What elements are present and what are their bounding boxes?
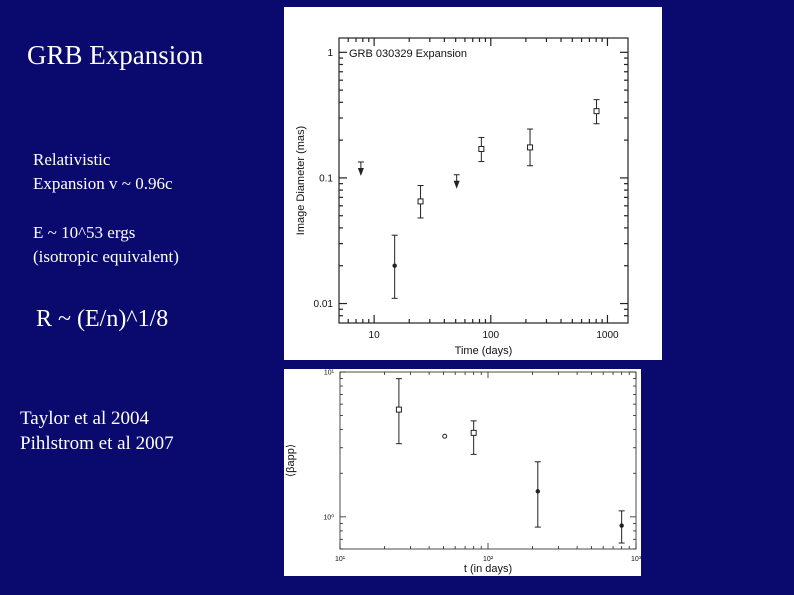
y-axis-label: Image Diameter (mas) (295, 126, 307, 235)
beta-app-plot-panel: 10¹ 10² 10³ 10⁰ 10¹ t (in days) ⟨βapp⟩ (284, 369, 641, 576)
bullet1-line1: Relativistic (33, 150, 111, 169)
plot-frame (338, 37, 629, 324)
data-point (535, 489, 540, 494)
x-tick-label: 10³ (631, 556, 641, 563)
expansion-velocity-text: Relativistic Expansion v ~ 0.96c (33, 148, 173, 196)
bullet2-line2: (isotropic equivalent) (33, 247, 179, 266)
data-point (593, 108, 600, 115)
data-point (417, 198, 424, 205)
x-axis-label: Time (days) (455, 345, 513, 357)
expansion-plot: 10 100 1000 0.01 0.1 1 Time (days) Image Diamet… (295, 37, 629, 357)
y-axis-label: ⟨βapp⟩ (285, 444, 297, 477)
plot-frame (339, 371, 637, 550)
x-tick-label: 10 (369, 330, 381, 341)
y-tick-label: 0.01 (314, 299, 334, 310)
data-point (442, 433, 448, 439)
bullet1-line2: Expansion v ~ 0.96c (33, 174, 173, 193)
y-tick-label: 1 (327, 48, 333, 59)
data-point (619, 523, 624, 528)
data-point (470, 429, 477, 436)
x-tick-label: 10¹ (335, 556, 346, 563)
upper-limit-arrow (453, 180, 460, 189)
data-point (392, 263, 397, 268)
data-point (478, 145, 485, 152)
x-tick-label: 100 (482, 330, 499, 341)
x-tick-label: 10² (483, 556, 494, 563)
scaling-relation-text: R ~ (E/n)^1/8 (36, 306, 169, 332)
reference-1: Taylor et al 2004 (20, 408, 149, 429)
y-tick-label: 0.1 (319, 173, 333, 184)
upper-limit-arrow (357, 167, 364, 176)
slide-title: GRB Expansion (27, 40, 204, 70)
data-point (527, 144, 534, 151)
data-point (395, 406, 402, 413)
y-tick-label: 10¹ (324, 369, 335, 376)
x-tick-label: 1000 (596, 330, 619, 341)
y-tick-label: 10⁰ (323, 513, 334, 521)
reference-2: Pihlstrom et al 2007 (20, 433, 174, 454)
chart-title: GRB 030329 Expansion (349, 48, 467, 60)
bullet2-line1: E ~ 10^53 ergs (33, 223, 136, 242)
beta-app-plot: 10¹ 10² 10³ 10⁰ 10¹ t (in days) ⟨βapp⟩ (285, 369, 641, 575)
x-axis-label: t (in days) (464, 563, 512, 575)
expansion-plot-panel: 10 100 1000 0.01 0.1 1 Time (days) Image Diamet… (284, 7, 662, 360)
references: Taylor et al 2004 Pihlstrom et al 2007 (20, 406, 174, 456)
energy-text: E ~ 10^53 ergs (isotropic equivalent) (33, 221, 179, 269)
